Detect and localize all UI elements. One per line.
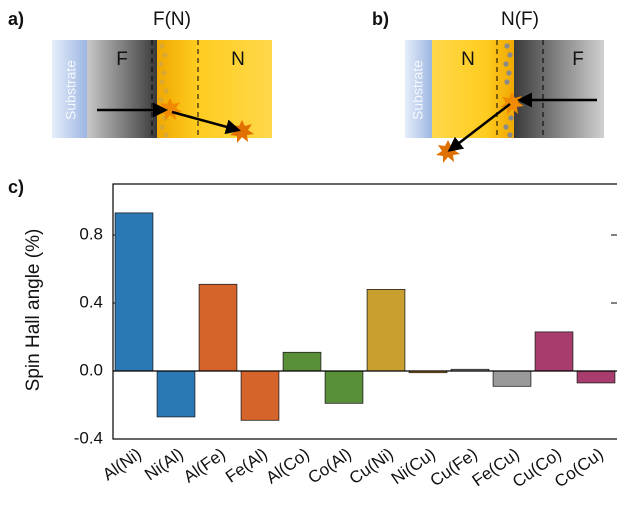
bar: [156, 370, 196, 418]
plot: -0.4 0.0 0.4 0.8 Al(Ni)Ni(Al)Al(Fe)Fe(Al)Al(…: [74, 183, 617, 491]
layer-label: F: [572, 49, 584, 70]
y-axis-title: Spin Hall angle (%): [23, 229, 44, 392]
x-tick-label: Fe(Al): [222, 444, 271, 486]
substrate: [405, 40, 432, 138]
substrate: [52, 40, 87, 138]
bar: [576, 370, 616, 384]
layer-label: N: [231, 49, 245, 70]
arrow: [171, 110, 241, 135]
x-tick-label: Co(Cu): [551, 444, 607, 491]
panel-title: N(F): [501, 9, 539, 30]
panel-label: a): [8, 9, 24, 29]
bar: [366, 288, 406, 372]
panel-a: a) F(N) Substrate F N: [8, 9, 272, 143]
layer-label: Substrate: [63, 60, 79, 120]
bar: [240, 370, 280, 421]
panel-label: c): [8, 177, 24, 197]
layer-label: N: [461, 49, 475, 70]
bar: [114, 212, 154, 372]
y-tick-label: 0.4: [79, 292, 103, 311]
plot-frame: [112, 183, 617, 440]
x-tick-label: Al(Co): [263, 444, 313, 487]
panel-b: b) N(F) Substrate N F: [372, 9, 604, 163]
ferromagnet: [514, 40, 604, 138]
normal-metal: [157, 40, 272, 138]
x-tick-label: Ni(Al): [141, 444, 187, 484]
layer-label: Substrate: [410, 60, 426, 120]
layer-label: F: [116, 49, 128, 70]
panel-label: b): [372, 9, 389, 29]
x-tick-label: Cu(Ni): [346, 444, 397, 488]
x-tick-label: Co(Al): [305, 444, 355, 487]
panel-title: F(N): [153, 9, 191, 30]
x-tick-label: Cu(Fe): [427, 444, 481, 490]
bar: [534, 331, 574, 372]
normal-metal: [432, 40, 514, 138]
bar: [324, 370, 364, 404]
y-tick-label: 0.8: [79, 224, 103, 243]
y-tick-label: 0.0: [79, 360, 103, 379]
x-tick-label: Al(Fe): [180, 444, 229, 486]
y-tick-label: -0.4: [74, 428, 103, 447]
bar: [492, 370, 532, 387]
ferromagnet: [87, 40, 157, 138]
arrow: [447, 103, 511, 152]
impurities: [503, 43, 514, 138]
bar: [198, 283, 238, 372]
scattering: [436, 140, 460, 163]
bar: [282, 351, 322, 372]
x-tick-label: Al(Ni): [99, 444, 145, 484]
